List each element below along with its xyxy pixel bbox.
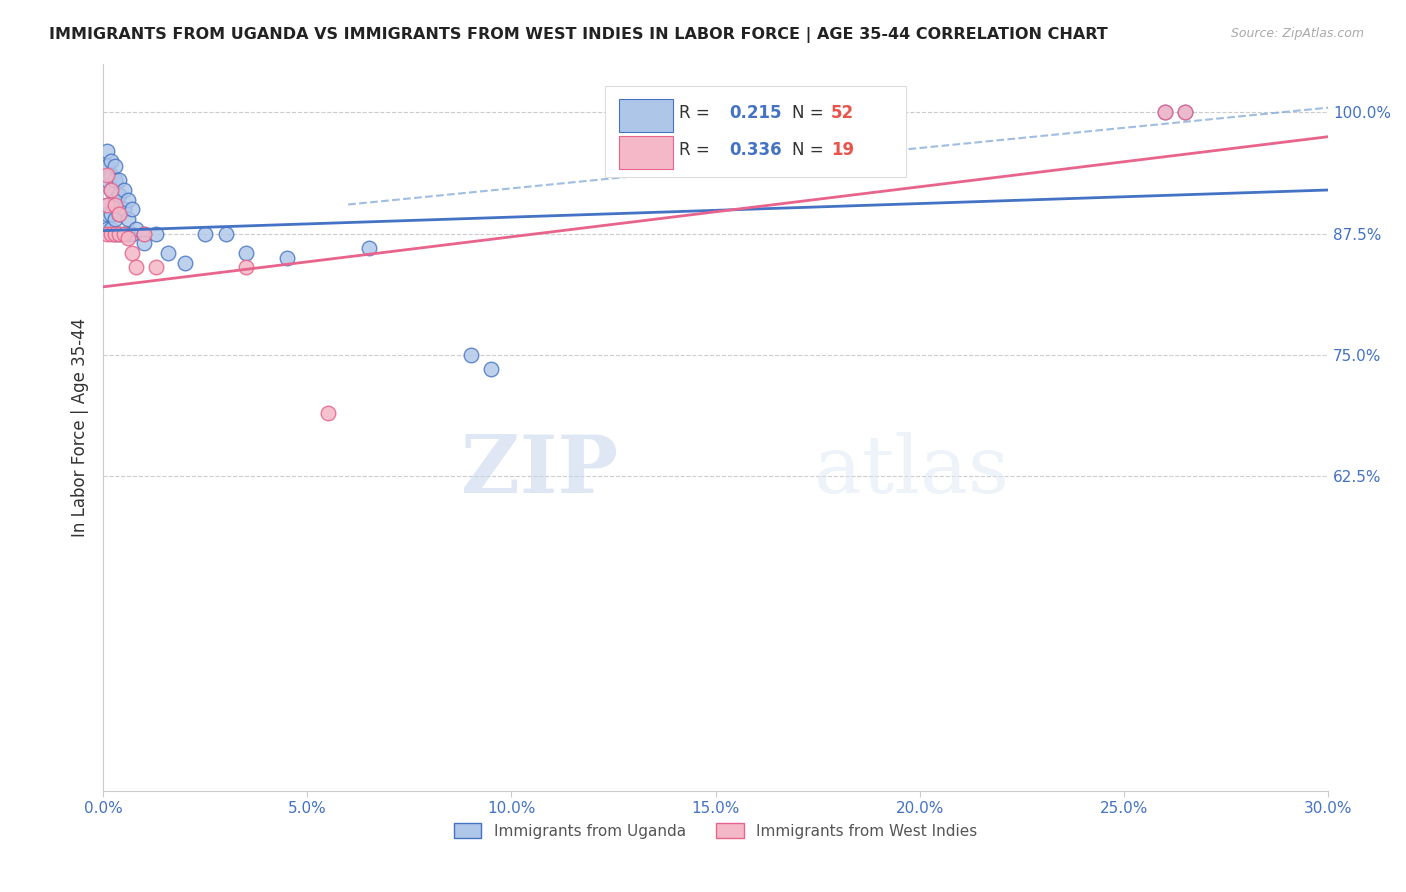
FancyBboxPatch shape <box>619 136 672 169</box>
Point <box>121 202 143 217</box>
Point <box>157 246 180 260</box>
Legend: Immigrants from Uganda, Immigrants from West Indies: Immigrants from Uganda, Immigrants from … <box>449 817 983 845</box>
Text: N =: N = <box>792 141 823 159</box>
Text: 0.336: 0.336 <box>730 141 782 159</box>
Point <box>112 227 135 241</box>
Point <box>316 406 339 420</box>
Text: ZIP: ZIP <box>461 432 617 510</box>
Point <box>125 221 148 235</box>
Point <box>121 246 143 260</box>
Point <box>100 227 122 241</box>
Point <box>96 197 118 211</box>
Text: 52: 52 <box>831 103 853 122</box>
Text: R =: R = <box>679 141 714 159</box>
Point <box>96 197 118 211</box>
Point <box>108 207 131 221</box>
Point <box>108 207 131 221</box>
Point <box>1153 105 1175 120</box>
Point <box>108 227 131 241</box>
Point <box>100 207 122 221</box>
Text: R =: R = <box>679 103 714 122</box>
Point <box>100 169 122 183</box>
Point <box>479 362 502 376</box>
Point <box>96 169 118 183</box>
Point <box>104 227 127 241</box>
Point <box>132 227 155 241</box>
Point <box>96 159 118 173</box>
Point <box>100 221 122 235</box>
Point <box>132 227 155 241</box>
Point <box>96 173 118 187</box>
Point <box>276 251 298 265</box>
Text: 0.215: 0.215 <box>730 103 782 122</box>
Point <box>104 193 127 207</box>
Point <box>112 202 135 217</box>
Point <box>1174 105 1197 120</box>
FancyBboxPatch shape <box>606 86 905 177</box>
Point <box>96 227 118 241</box>
Y-axis label: In Labor Force | Age 35-44: In Labor Force | Age 35-44 <box>72 318 89 537</box>
Point <box>460 348 482 362</box>
Point <box>1174 105 1197 120</box>
Point <box>1153 105 1175 120</box>
Point <box>108 187 131 202</box>
Point <box>112 227 135 241</box>
Point <box>117 212 139 227</box>
Point <box>235 260 257 275</box>
Point <box>96 221 118 235</box>
Point <box>96 145 118 159</box>
Point <box>145 260 167 275</box>
Point <box>100 153 122 168</box>
Point <box>145 227 167 241</box>
Point <box>214 227 236 241</box>
Point <box>104 212 127 227</box>
Point <box>100 183 122 197</box>
Point <box>194 227 217 241</box>
Text: IMMIGRANTS FROM UGANDA VS IMMIGRANTS FROM WEST INDIES IN LABOR FORCE | AGE 35-44: IMMIGRANTS FROM UGANDA VS IMMIGRANTS FRO… <box>49 27 1108 43</box>
Point <box>117 227 139 241</box>
Point <box>112 183 135 197</box>
Text: 19: 19 <box>831 141 853 159</box>
Text: N =: N = <box>792 103 823 122</box>
Point <box>100 183 122 197</box>
Point <box>104 173 127 187</box>
Point <box>173 255 195 269</box>
Point <box>121 227 143 241</box>
Text: atlas: atlas <box>814 432 1008 510</box>
Point <box>108 173 131 187</box>
FancyBboxPatch shape <box>619 99 672 133</box>
Point <box>104 159 127 173</box>
Point <box>235 246 257 260</box>
Point <box>132 236 155 251</box>
Point <box>125 260 148 275</box>
Text: Source: ZipAtlas.com: Source: ZipAtlas.com <box>1230 27 1364 40</box>
Point <box>104 227 127 241</box>
Point <box>117 193 139 207</box>
Point <box>357 241 380 255</box>
Point <box>96 207 118 221</box>
Point <box>108 227 131 241</box>
Point <box>104 197 127 211</box>
Point <box>117 231 139 245</box>
